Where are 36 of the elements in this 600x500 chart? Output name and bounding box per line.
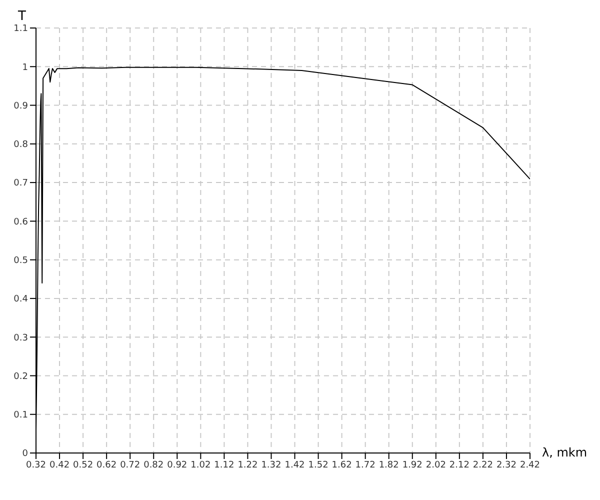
y-tick-label: 0.6: [14, 217, 28, 228]
x-tick-label: 2.42: [520, 460, 540, 470]
x-tick-label: 2.32: [496, 460, 516, 470]
x-tick-label: 1.22: [238, 460, 258, 470]
x-tick-label: 0.72: [120, 460, 140, 470]
y-tick-label: 0.7: [14, 178, 28, 189]
x-tick-label: 2.02: [426, 460, 446, 470]
x-tick-label: 0.82: [144, 460, 164, 470]
x-tick-label: 1.32: [261, 460, 282, 470]
x-tick-label: 1.72: [355, 460, 376, 470]
x-tick-label: 1.92: [402, 460, 422, 470]
x-tick-label: 2.22: [472, 460, 493, 470]
y-tick-label: 0: [22, 449, 28, 460]
y-axis-title: T: [17, 9, 26, 24]
x-tick-label: 1.62: [332, 460, 352, 470]
y-tick-label: 0.5: [14, 256, 28, 266]
x-tick-label: 0.92: [167, 460, 188, 470]
x-tick-label: 1.52: [308, 460, 328, 470]
y-tick-label: 1.1: [14, 24, 28, 34]
x-tick-label: 0.52: [73, 460, 94, 470]
x-tick-label: 1.02: [190, 460, 211, 470]
y-tick-label: 0.4: [14, 294, 28, 305]
x-tick-label: 1.82: [378, 460, 399, 470]
x-tick-label: 0.42: [50, 460, 70, 470]
y-tick-label: 0.9: [14, 101, 28, 112]
x-tick-label: 1.12: [214, 460, 234, 470]
y-tick-label: 0.3: [14, 333, 28, 344]
x-tick-label: 1.42: [284, 460, 305, 470]
x-tick-label: 2.12: [449, 460, 470, 470]
x-axis-title: λ, mkm: [542, 445, 588, 460]
y-tick-label: 0.8: [14, 140, 28, 150]
x-tick-label: 0.32: [26, 460, 46, 470]
y-tick-label: 0.1: [14, 410, 28, 421]
y-tick-label: 0.2: [14, 372, 28, 382]
x-tick-label: 0.62: [96, 460, 117, 470]
y-tick-label: 1: [22, 62, 28, 73]
